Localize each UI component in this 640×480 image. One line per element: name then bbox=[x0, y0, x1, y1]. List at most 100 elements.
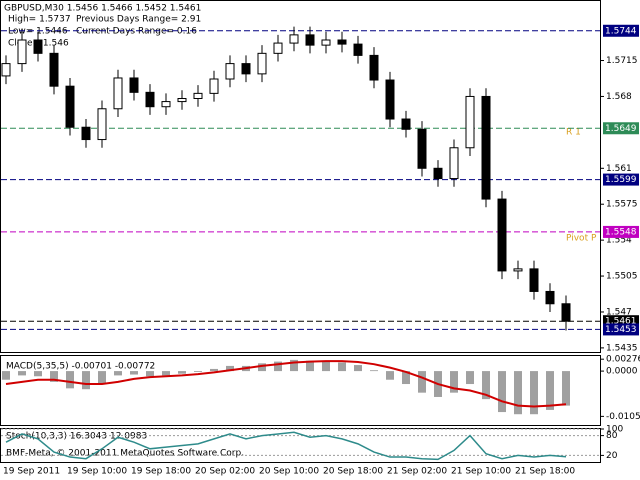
macd-bar bbox=[210, 368, 218, 372]
x-tick-label: 19 Sep 2011 bbox=[3, 467, 60, 477]
y-tick-label: 1.547 bbox=[606, 307, 632, 317]
symbol-info: GBPUSD,M30 1.5456 1.5466 1.5452 1.5461 bbox=[4, 4, 201, 14]
y-tick-label: 100 bbox=[606, 425, 623, 435]
macd-bar bbox=[450, 371, 458, 393]
macd-bar bbox=[114, 371, 122, 376]
macd-bar bbox=[290, 359, 298, 372]
candle-body bbox=[129, 77, 139, 93]
level-label: 1.5453 bbox=[605, 325, 637, 335]
macd-panel bbox=[0, 355, 601, 426]
level-tag bbox=[603, 24, 639, 37]
macd-bar bbox=[338, 362, 346, 372]
level-tag bbox=[603, 173, 639, 186]
candle-body bbox=[273, 42, 283, 54]
x-tick-label: 21 Sep 02:00 bbox=[387, 467, 447, 477]
macd-signal bbox=[5, 360, 567, 408]
candle-body bbox=[513, 268, 523, 272]
macd-bar bbox=[530, 371, 538, 415]
candle-body bbox=[161, 101, 171, 108]
macd-bar bbox=[98, 371, 106, 385]
x-tick-label: 20 Sep 10:00 bbox=[259, 467, 319, 477]
macd-bar bbox=[498, 371, 506, 413]
macd-bar bbox=[50, 371, 58, 382]
y-tick-label: 1.5575 bbox=[606, 200, 638, 210]
stoch-label: Stoch(10,3,3) 16.3043 12.0983 bbox=[6, 432, 147, 442]
candle-body bbox=[257, 52, 267, 75]
x-tick-label: 20 Sep 02:00 bbox=[195, 467, 255, 477]
macd-bar bbox=[34, 371, 42, 377]
pivot-label: Pivot P bbox=[566, 234, 597, 244]
macd-bar bbox=[66, 371, 74, 389]
high-info: High= 1.5737 bbox=[8, 15, 71, 25]
candle-body bbox=[497, 198, 507, 272]
macd-bar bbox=[482, 371, 490, 400]
curr-range: Current Days Range= 0.16 bbox=[76, 27, 197, 37]
level-label: 1.5461 bbox=[605, 317, 637, 327]
candle-body bbox=[145, 91, 155, 108]
candle-body bbox=[321, 39, 331, 46]
candle-body bbox=[49, 52, 59, 87]
x-tick-label: 21 Sep 18:00 bbox=[515, 467, 575, 477]
candle-body bbox=[465, 95, 475, 149]
candle-body bbox=[337, 39, 347, 45]
footer: BMF-Meta, © 2001-2011 MetaQuotes Softwar… bbox=[6, 449, 244, 459]
r1-label: R 1 bbox=[566, 128, 581, 138]
candle-body bbox=[241, 63, 251, 75]
macd-bar bbox=[322, 361, 330, 372]
level-tag bbox=[603, 122, 639, 135]
candle-body bbox=[481, 95, 491, 200]
x-tick-label: 19 Sep 18:00 bbox=[131, 467, 191, 477]
candle-body bbox=[81, 126, 91, 141]
y-tick-label: 1.5505 bbox=[606, 272, 638, 282]
y-tick-label: 1.568 bbox=[606, 92, 632, 102]
macd-bar bbox=[274, 361, 282, 372]
y-tick-label: 1.5435 bbox=[606, 343, 638, 353]
macd-bar bbox=[82, 371, 90, 390]
macd-bar bbox=[146, 371, 154, 377]
macd-bar bbox=[354, 365, 362, 372]
level-label: 1.5649 bbox=[605, 124, 637, 134]
candle-body bbox=[225, 63, 235, 80]
macd-bar bbox=[2, 371, 10, 380]
candle-body bbox=[209, 78, 219, 94]
macd-bar bbox=[258, 363, 266, 372]
stoch-line bbox=[5, 431, 567, 461]
candle-body bbox=[17, 39, 27, 65]
candle-body bbox=[529, 268, 539, 292]
macd-bar bbox=[370, 370, 378, 372]
candle-body bbox=[401, 118, 411, 130]
prev-range: Previous Days Range= 2.91 bbox=[76, 15, 201, 25]
y-tick-label: 80 bbox=[606, 431, 618, 441]
main-panel bbox=[0, 0, 601, 353]
candle-body bbox=[449, 147, 459, 180]
x-tick-label: 19 Sep 10:00 bbox=[67, 467, 127, 477]
candle-body bbox=[369, 54, 379, 81]
macd-bar bbox=[306, 360, 314, 372]
candle-body bbox=[289, 34, 299, 44]
candle-body bbox=[1, 63, 11, 77]
macd-bar bbox=[562, 371, 570, 406]
candle-body bbox=[561, 303, 571, 322]
macd-bar bbox=[162, 371, 170, 376]
y-tick-label: 1.561 bbox=[606, 164, 632, 174]
candle-body bbox=[33, 39, 43, 54]
level-tag bbox=[603, 323, 639, 336]
candle-body bbox=[65, 85, 75, 128]
candle-body bbox=[193, 92, 203, 100]
level-label: 1.5744 bbox=[605, 26, 637, 36]
candle-body bbox=[385, 79, 395, 120]
candle-body bbox=[433, 167, 443, 180]
x-tick-label: 21 Sep 10:00 bbox=[451, 467, 511, 477]
level-label: 1.5548 bbox=[605, 227, 637, 237]
candle-body bbox=[353, 43, 363, 56]
y-tick-label: 1.554 bbox=[606, 236, 632, 246]
macd-bar bbox=[514, 371, 522, 415]
candle-body bbox=[545, 290, 555, 305]
macd-bar bbox=[194, 371, 202, 372]
macd-bar bbox=[418, 371, 426, 393]
macd-bar bbox=[466, 371, 474, 385]
macd-bar bbox=[18, 371, 26, 376]
x-tick-label: 20 Sep 18:00 bbox=[323, 467, 383, 477]
